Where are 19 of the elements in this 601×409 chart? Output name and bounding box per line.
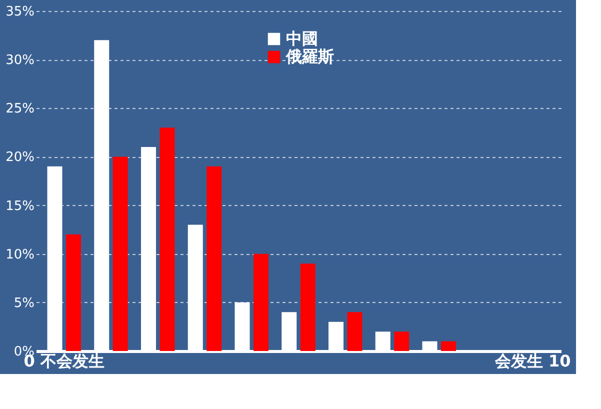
bar	[300, 264, 316, 351]
y-tick-label: 5%	[14, 296, 34, 311]
y-tick-label: 25%	[6, 102, 34, 117]
bar	[66, 234, 81, 351]
bar	[112, 156, 128, 351]
bar	[394, 332, 410, 351]
bar	[347, 312, 362, 351]
legend-label: 中國	[286, 29, 318, 48]
y-tick-label: 30%	[6, 53, 34, 68]
x-tick-label: 会发生 10	[494, 352, 571, 370]
bar	[441, 341, 456, 351]
y-tick-label: 35%	[6, 4, 34, 20]
bar	[160, 128, 175, 351]
y-tick-label: 10%	[6, 247, 34, 262]
y-tick-label: 20%	[6, 150, 34, 166]
bar	[254, 254, 268, 351]
bar	[206, 166, 222, 351]
legend-label: 俄羅斯	[285, 47, 334, 66]
y-tick-label: 15%	[6, 198, 34, 214]
